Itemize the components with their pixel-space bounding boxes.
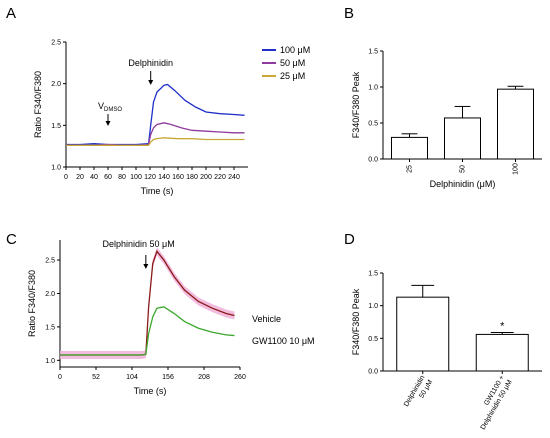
series-line-1 [66, 122, 245, 146]
series-label-gw1100: GW1100 10 μM [252, 336, 315, 346]
y-tick-label: 0.0 [368, 157, 378, 164]
x-axis-label: Time (s) [141, 186, 174, 196]
bar [475, 333, 529, 372]
x-tick-label: 100 [513, 163, 520, 175]
y-tick-label: 1.5 [45, 324, 55, 331]
bar [396, 296, 450, 372]
arrow-head [105, 121, 111, 126]
series-band [60, 247, 235, 359]
x-tick-label: 200 [200, 174, 212, 181]
y-tick-label: 2.0 [51, 81, 61, 88]
x-axis-label: Delphinidin (μM) [430, 179, 496, 189]
x-tick-label: 180 [186, 174, 198, 181]
y-tick-label: 0.5 [368, 336, 378, 343]
bar [497, 88, 534, 160]
y-axis-label: Ratio F340/F380 [33, 71, 43, 138]
y-tick-label: 2.0 [45, 291, 55, 298]
arrow-head [148, 80, 154, 85]
legend-label: 100 μM [280, 45, 310, 55]
y-tick-label: 1.0 [368, 303, 378, 310]
panel-letter-d: D [344, 231, 355, 248]
x-tick-label: 80 [118, 174, 126, 181]
x-tick-label: 240 [228, 174, 240, 181]
x-tick-label: 40 [90, 174, 98, 181]
y-axis-label: F340/F380 Peak [351, 71, 361, 138]
x-tick-label: 50 [460, 165, 467, 173]
x-tick-label: GW1100 +Delphinidin 50 μM [472, 374, 514, 431]
x-tick-label: 140 [158, 174, 170, 181]
y-tick-label: 2.5 [51, 40, 61, 47]
bar [444, 117, 481, 160]
x-tick-label: 120 [144, 174, 156, 181]
x-tick-label: 160 [172, 174, 184, 181]
y-tick-label: 1.5 [368, 271, 378, 278]
x-tick-label: 0 [64, 174, 68, 181]
y-tick-label: 2.5 [45, 258, 55, 265]
bar [391, 136, 428, 160]
y-tick-label: 1.0 [45, 358, 55, 365]
series-line-0 [66, 83, 245, 146]
panel-c-chart: 0 52 104 156 208 260 1.0 1.5 2.0 2.5 Time (s) Ratio… [27, 239, 315, 396]
x-tick-label: 104 [126, 374, 138, 381]
panel-b-chart: 0.0 0.5 1.0 1.5 F340/F380 Peak 25 50 100 Delphin… [351, 49, 542, 189]
panel-a-chart: 0 20 40 60 80 100 120 140 160 180 200 220 240 1.0 1.5 2… [33, 40, 310, 197]
panel-letter-a: A [6, 5, 16, 22]
x-tick-label: 208 [198, 374, 210, 381]
significance-marker: * [500, 320, 505, 332]
x-tick-label: 260 [234, 374, 246, 381]
x-tick-label: 25 [407, 165, 414, 173]
y-tick-label: 1.5 [51, 123, 61, 130]
y-axis-label: Ratio F340/F380 [27, 270, 37, 337]
x-tick-label: 220 [214, 174, 226, 181]
y-tick-label: 1.5 [368, 49, 378, 56]
series-line-2 [66, 137, 245, 146]
y-axis-label: F340/F380 Peak [351, 288, 361, 355]
arrow-head [143, 264, 149, 269]
y-tick-label: 1.0 [51, 165, 61, 172]
x-tick-label: 60 [104, 174, 112, 181]
x-tick-label: 52 [92, 374, 100, 381]
panel-letter-b: B [344, 5, 354, 22]
x-tick-label: 0 [58, 374, 62, 381]
legend-label: 50 μM [280, 58, 305, 68]
x-axis-label: Time (s) [134, 386, 167, 396]
y-tick-label: 0.5 [368, 121, 378, 128]
y-tick-label: 0.0 [368, 369, 378, 376]
annotation-delphinidin-50: Delphinidin 50 μM [102, 239, 174, 249]
annotation-delphinidin: Delphinidin [128, 58, 173, 68]
panel-letter-c: C [6, 231, 17, 248]
legend-label: 25 μM [280, 71, 305, 81]
x-tick-label: 20 [76, 174, 84, 181]
annotation-vdmso-sub: DMSO [104, 107, 122, 113]
panel-d-chart: 0.0 0.5 1.0 1.5 F340/F380 Peak Delphinidin50 … [351, 271, 542, 431]
x-tick-label: Delphinidin50 μM [403, 374, 434, 412]
annotation-vdmso: VDMSO [98, 101, 122, 113]
y-tick-label: 1.0 [368, 85, 378, 92]
series-line-1 [60, 306, 235, 356]
x-tick-label: 100 [130, 174, 142, 181]
series-label-vehicle: Vehicle [252, 314, 281, 324]
x-tick-label: 156 [162, 374, 174, 381]
